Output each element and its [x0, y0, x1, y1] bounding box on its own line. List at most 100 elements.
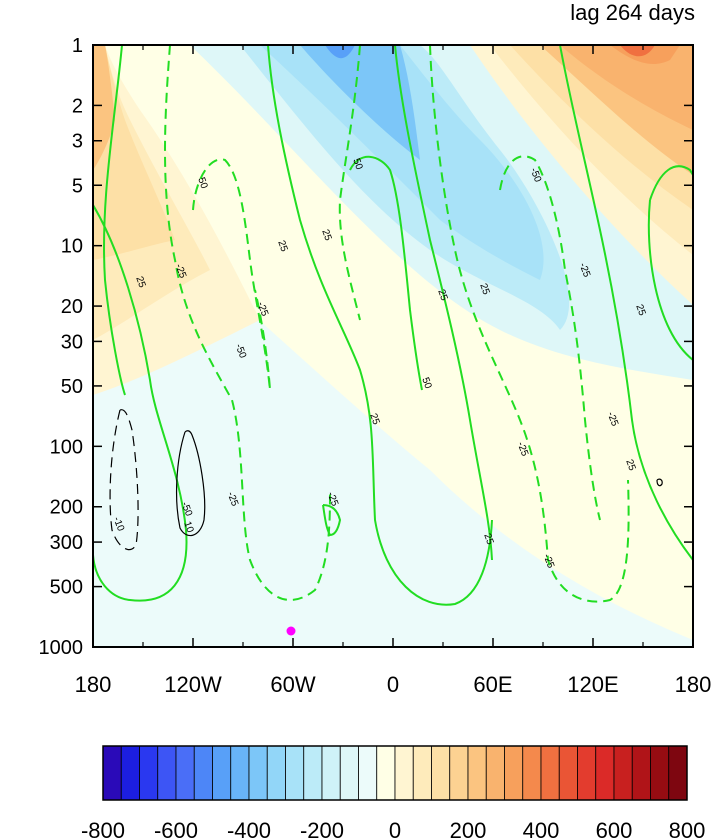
y-axis: 1 2 3 5 10 20 30 50 100 200 300 500 1000: [39, 35, 693, 659]
green-contour-label: 25: [477, 282, 491, 297]
green-contour-label: -50: [528, 166, 543, 184]
green-contour-label: 50: [419, 376, 433, 391]
green-contour-label: 25: [275, 239, 289, 254]
green-contour-label: 25: [633, 303, 647, 318]
colorbar-swatch: [266, 745, 286, 801]
colorbar-swatch: [631, 745, 651, 801]
x-axis: 180 120W 60W 0 60E 120E 180: [75, 45, 711, 697]
colorbar: -800 -600 -400 -200 0 200 400 600 800: [81, 745, 705, 838]
colorbar-label: -600: [154, 818, 198, 838]
black-contour-dashed: [109, 409, 139, 551]
green-contour-label: -50: [233, 342, 248, 360]
colorbar-swatch: [248, 745, 268, 801]
green-contour-solid-7: [649, 165, 693, 201]
y-tick-label: 1000: [39, 637, 84, 659]
green-contour-label: -25: [515, 440, 530, 458]
black-contour-small: [656, 478, 663, 487]
colorbar-swatch: [504, 745, 524, 801]
field-positive-east-7: [620, 45, 655, 57]
colorbar-swatch: [212, 745, 232, 801]
colorbar-swatch: [339, 745, 359, 801]
green-contour-dashed-4: [429, 45, 630, 603]
green-contour-solid-1: [103, 45, 126, 396]
y-tick-label: 30: [61, 331, 83, 353]
black-contour-label: -10: [111, 515, 126, 533]
x-tick-label: 60W: [270, 672, 315, 697]
green-contour-solid-9: [322, 504, 342, 537]
colorbar-swatch: [668, 745, 688, 801]
colorbar-swatch: [650, 745, 670, 801]
field-negative-4: [325, 45, 355, 59]
green-contour-label: -25: [541, 552, 556, 570]
x-tick-label: 180: [75, 672, 112, 697]
y-tick-label: 100: [50, 436, 83, 458]
field-positive-west-3: [93, 45, 175, 260]
x-tick-label: 0: [387, 672, 399, 697]
colorbar-swatch: [120, 745, 140, 801]
colorbar-swatch: [139, 745, 159, 801]
y-tick-label: 5: [72, 175, 83, 197]
colorbar-label: 200: [450, 818, 487, 838]
green-contour-label: -25: [577, 261, 592, 279]
y-tick-label: 50: [61, 376, 83, 398]
chart-title: lag 264 days: [570, 0, 695, 25]
colorbar-swatch: [102, 745, 122, 801]
green-contour-label: -25: [325, 490, 340, 508]
green-contour-label: -25: [173, 262, 188, 280]
green-contour-solid-2: [93, 204, 188, 602]
green-contour-label: 50: [195, 176, 209, 191]
colorbar-swatch: [558, 745, 578, 801]
colorbar-swatch: [376, 745, 396, 801]
green-contour-solid-3: [267, 45, 493, 606]
colorbar-label: -200: [300, 818, 344, 838]
y-tick-label: 3: [72, 131, 83, 153]
colorbar-swatch: [577, 745, 597, 801]
green-contour-label: -25: [225, 490, 240, 508]
field-negative-1: [240, 45, 570, 330]
black-contour-solid: [175, 430, 206, 537]
green-contour-solid-4: [349, 155, 423, 391]
colorbar-label: 400: [523, 818, 560, 838]
green-contour-label: 25: [133, 275, 147, 290]
colorbar-frame: [102, 745, 688, 801]
green-contour-label: 25: [435, 288, 449, 303]
colorbar-swatch: [540, 745, 560, 801]
y-tick-label: 500: [50, 577, 83, 599]
green-contour-label: -25: [255, 300, 270, 318]
colorbar-swatch: [431, 745, 451, 801]
green-contour-dashed-5: [499, 155, 601, 521]
field-negative-2: [260, 45, 544, 280]
colorbar-swatch: [175, 745, 195, 801]
field-positive-west-4: [93, 45, 115, 170]
colorbar-swatch: [613, 745, 633, 801]
green-contour-dashed-1: [164, 45, 331, 601]
green-contour-label: -25: [605, 410, 620, 428]
black-contour-label: 10: [181, 520, 195, 535]
y-tick-label: 1: [72, 35, 83, 57]
y-tick-label: 200: [50, 497, 83, 519]
colorbar-swatch: [394, 745, 414, 801]
green-contour-label: 25: [319, 228, 333, 243]
colorbar-swatch: [157, 745, 177, 801]
green-contour-solid-6: [559, 45, 693, 561]
green-contour-label: 50: [350, 157, 364, 172]
marker-point: [286, 626, 296, 636]
y-tick-label: 20: [61, 296, 83, 318]
colorbar-label: -400: [227, 818, 271, 838]
colorbar-label: -800: [81, 818, 125, 838]
colorbar-swatch: [485, 745, 505, 801]
colorbar-swatch: [285, 745, 305, 801]
green-contour-label: -50: [179, 500, 194, 518]
colorbar-swatch: [412, 745, 432, 801]
y-tick-label: 2: [72, 95, 83, 117]
y-tick-label: 10: [61, 236, 83, 258]
y-tick-label: 300: [50, 532, 83, 554]
x-tick-label: 60E: [473, 672, 512, 697]
green-contour-solid-5: [394, 45, 493, 561]
plot-area: 50 25 -25 -50 25 -25 -50 25 -25 50 25 25 50 25 -25 -50 2…: [93, 45, 693, 647]
colorbar-swatch: [449, 745, 469, 801]
colorbar-swatch: [522, 745, 542, 801]
colorbar-swatch: [358, 745, 378, 801]
green-contour-label: 25: [481, 532, 495, 547]
